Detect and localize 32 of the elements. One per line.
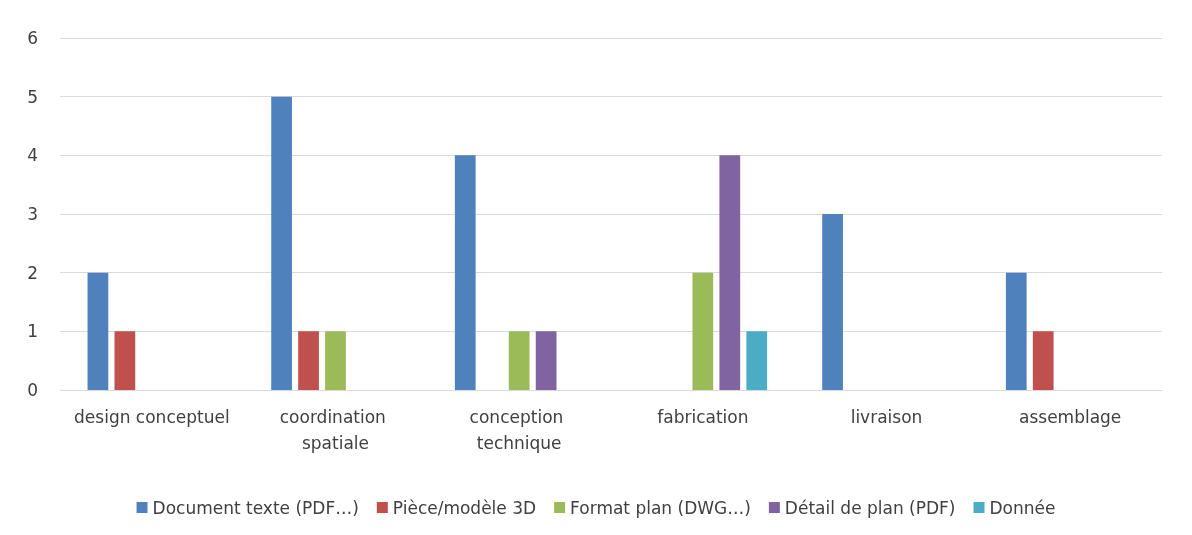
y-tick-label: 0 [27, 380, 38, 400]
bar [298, 331, 319, 390]
legend-label: Détail de plan (PDF) [784, 497, 956, 518]
bar [325, 331, 346, 390]
x-tick-label: livraison [850, 407, 923, 427]
x-tick-label: design conceptuel [74, 407, 230, 427]
bar [746, 331, 768, 390]
x-tick-label: assemblage [1018, 407, 1122, 427]
legend-label: Format plan (DWG…) [570, 497, 751, 518]
bar [535, 331, 557, 390]
legend-label: Pièce/modèle 3D [392, 497, 537, 518]
bar [271, 96, 292, 390]
x-tick-label: conception technique [469, 407, 569, 453]
legend-label: Document texte (PDF…) [152, 497, 359, 518]
bar [454, 155, 476, 390]
y-tick-label: 3 [27, 204, 38, 224]
y-tick-label: 2 [27, 262, 38, 283]
legend-label: Donnée [989, 497, 1056, 518]
bar [822, 214, 843, 390]
bar [87, 272, 109, 390]
x-tick-label: coordination spatiale [279, 407, 392, 453]
bar [692, 272, 714, 390]
y-tick-label: 1 [27, 321, 38, 342]
y-tick-label: 6 [27, 28, 38, 48]
x-tick-label: fabrication [657, 407, 749, 427]
bar [719, 155, 741, 390]
bar [1005, 272, 1027, 390]
bar [114, 331, 136, 390]
y-tick-label: 5 [27, 86, 38, 107]
y-tick-label: 4 [27, 145, 38, 166]
bar [508, 331, 530, 390]
bar [1032, 331, 1054, 390]
